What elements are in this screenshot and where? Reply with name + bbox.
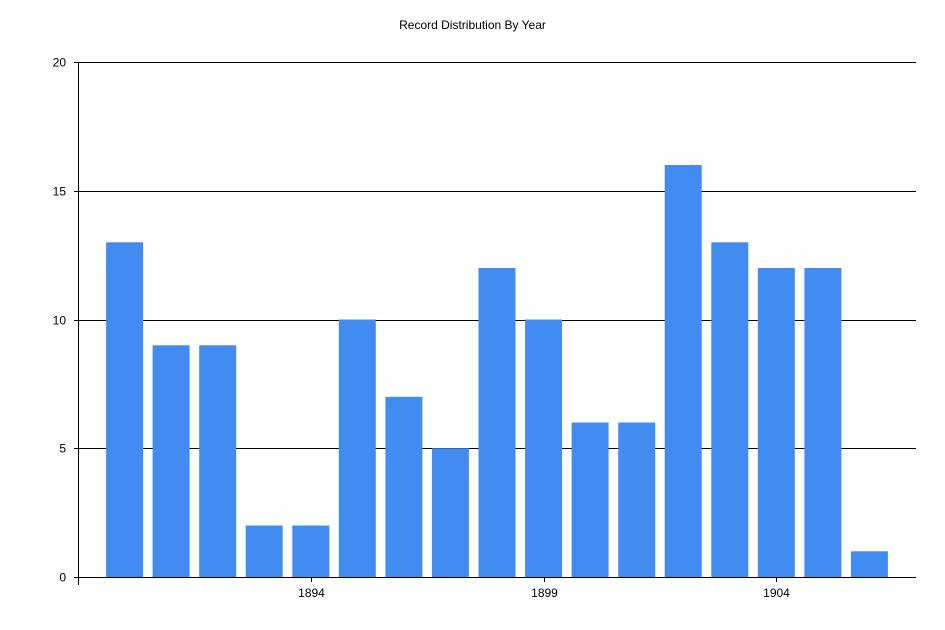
bar-1890: [106, 242, 144, 578]
bar-1905: [804, 268, 842, 577]
x-tick-label-1894: 1894: [298, 586, 325, 600]
bar-1891: [152, 345, 190, 578]
y-tick-label-0: 0: [59, 571, 66, 585]
bar-1892: [199, 345, 237, 578]
bar-1899: [525, 319, 563, 577]
bar-1904: [757, 268, 795, 577]
x-tick-label-1904: 1904: [763, 586, 790, 600]
bar-1895: [338, 319, 376, 577]
bar-1896: [385, 396, 423, 578]
bar-1900: [571, 422, 609, 577]
bar-1894: [292, 525, 330, 577]
y-tick-label-5: 5: [59, 442, 66, 456]
bar-1906: [850, 551, 888, 578]
x-tick-label-1899: 1899: [531, 586, 558, 600]
y-tick-label-20: 20: [53, 56, 67, 70]
bar-1901: [618, 422, 656, 577]
bar-1902: [664, 165, 702, 577]
bar-1898: [478, 268, 516, 577]
y-tick-label-10: 10: [53, 314, 67, 328]
bar-1897: [431, 448, 469, 578]
chart-title: Record Distribution By Year: [399, 18, 546, 32]
bar-1893: [245, 525, 283, 577]
y-tick-label-15: 15: [53, 185, 67, 199]
bar-1903: [711, 242, 749, 578]
